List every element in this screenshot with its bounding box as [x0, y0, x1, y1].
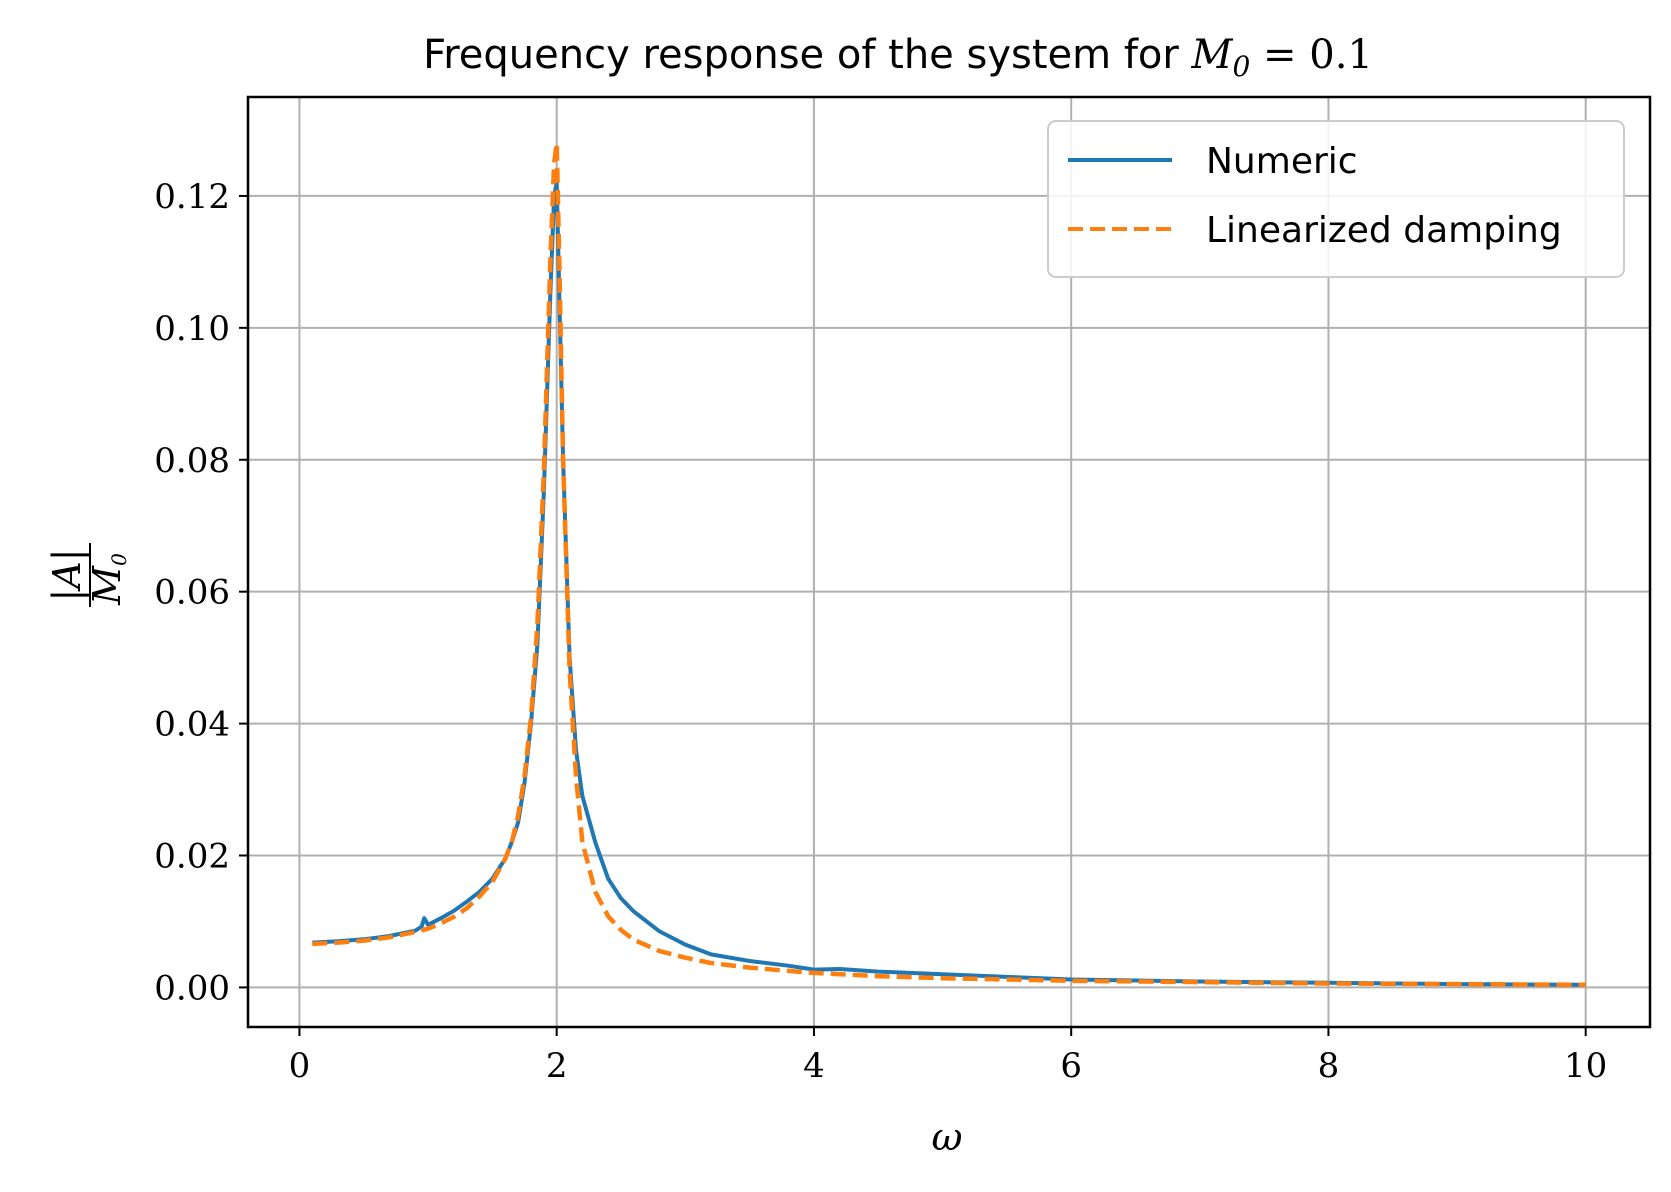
- y-tick-label: 0.08: [154, 441, 230, 481]
- axes-frame: [246, 95, 1652, 1029]
- y-axis-label: |A|M0: [45, 543, 131, 607]
- x-tick-label: 4: [803, 1046, 825, 1086]
- x-tick-label: 10: [1564, 1046, 1607, 1086]
- legend-label: Linearized damping: [1206, 210, 1562, 251]
- y-tick-label: 0.02: [154, 837, 230, 877]
- chart-title: Frequency response of the system for M0 …: [423, 32, 1373, 83]
- legend: Numeric Linearized damping: [1047, 120, 1625, 278]
- chart-title-text: Frequency response of the system for M0 …: [423, 32, 1373, 83]
- x-tick-label: 8: [1318, 1046, 1340, 1086]
- x-tick-label: 0: [289, 1046, 311, 1086]
- x-axis-label-text: ω: [932, 1115, 963, 1159]
- series-line-numeric: [312, 180, 1586, 987]
- plot-frame: [246, 95, 1652, 1029]
- y-tick-label: 0.10: [154, 309, 230, 349]
- y-tick-label: 0.06: [154, 573, 230, 613]
- legend-label: Numeric: [1206, 141, 1358, 182]
- x-axis-ticks: 0 2 4 6 8 10: [289, 1027, 1607, 1086]
- plot-series: [312, 140, 1586, 988]
- y-axis-label-denominator: M0: [85, 553, 131, 606]
- y-axis-ticks: 0.00 0.02 0.04 0.06 0.08 0.10 0.12: [154, 177, 248, 1008]
- y-tick-label: 0.04: [154, 705, 230, 745]
- series-line-linearized-damping: [312, 140, 1586, 988]
- x-tick-label: 6: [1060, 1046, 1082, 1086]
- x-axis-label: ω: [932, 1115, 963, 1159]
- x-tick-label: 2: [546, 1046, 568, 1086]
- y-tick-label: 0.00: [154, 968, 230, 1008]
- y-tick-label: 0.12: [154, 177, 230, 217]
- legend-box: [1047, 120, 1625, 278]
- y-axis-label-numerator: |A|: [45, 548, 89, 601]
